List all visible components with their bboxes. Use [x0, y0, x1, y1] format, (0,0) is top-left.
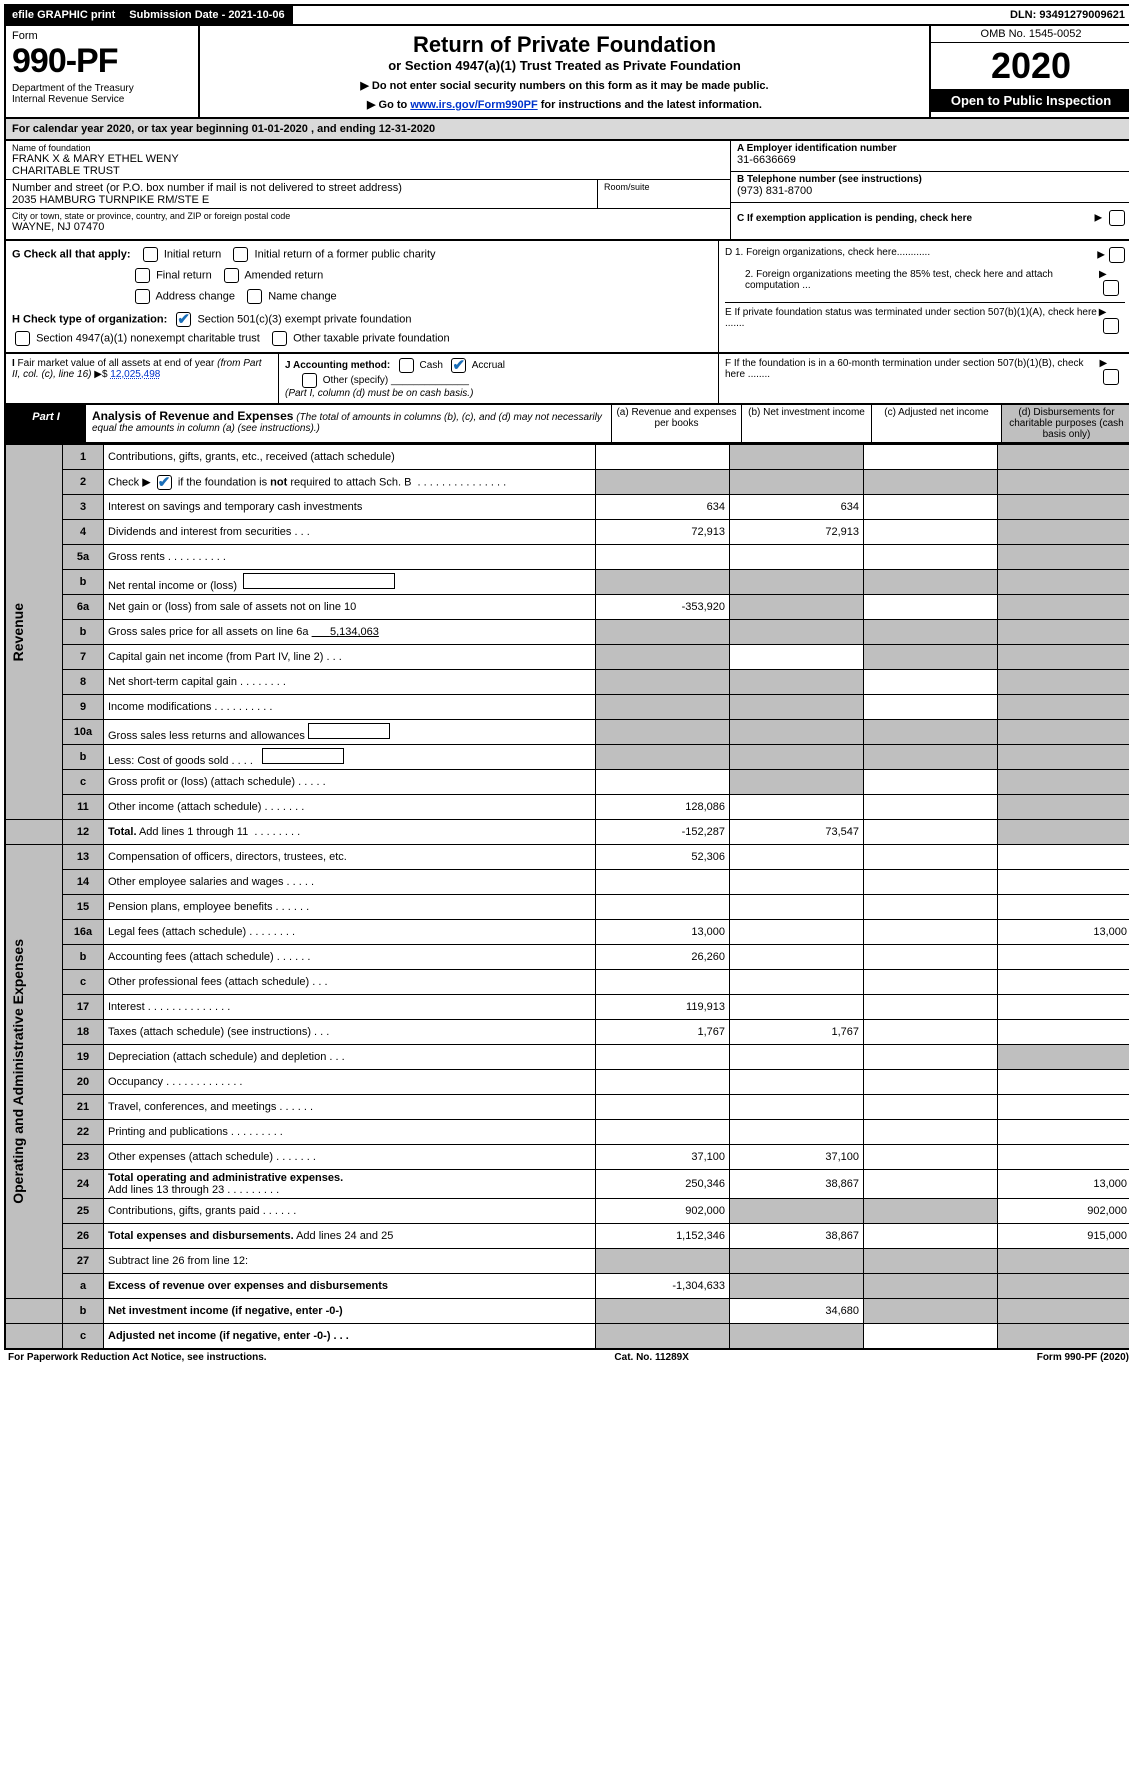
4947-checkbox[interactable] [15, 331, 30, 346]
amended-return-checkbox[interactable] [224, 268, 239, 283]
part1-header: Part I Analysis of Revenue and Expenses … [4, 405, 1129, 444]
form-subtitle: or Section 4947(a)(1) Trust Treated as P… [206, 58, 923, 73]
form-number: 990-PF [12, 42, 192, 81]
col-d-header: (d) Disbursements for charitable purpose… [1001, 405, 1129, 442]
d1-checkbox[interactable] [1109, 247, 1125, 263]
g-label: G Check all that apply: [12, 248, 131, 260]
phone-label: B Telephone number (see instructions) [737, 174, 1125, 185]
exemption-checkbox[interactable] [1109, 210, 1125, 226]
fmv-value[interactable]: 12,025,498 [110, 369, 160, 380]
form-footer: Form 990-PF (2020) [1037, 1352, 1129, 1363]
j-label: J Accounting method: [285, 360, 390, 371]
part1-title: Analysis of Revenue and Expenses [92, 409, 293, 423]
city-label: City or town, state or province, country… [12, 211, 724, 221]
form-word: Form [12, 30, 192, 42]
page-footer: For Paperwork Reduction Act Notice, see … [4, 1350, 1129, 1365]
street-address: 2035 HAMBURG TURNPIKE RM/STE E [12, 194, 591, 206]
irs-link[interactable]: www.irs.gov/Form990PF [410, 99, 537, 111]
addr-label: Number and street (or P.O. box number if… [12, 182, 591, 194]
city-state-zip: WAYNE, NJ 07470 [12, 221, 724, 233]
form-title: Return of Private Foundation [206, 32, 923, 58]
revenue-side-label: Revenue [10, 603, 26, 661]
submission-date: Submission Date - 2021-10-06 [123, 6, 292, 24]
e-checkbox[interactable] [1103, 318, 1119, 334]
cat-number: Cat. No. 11289X [614, 1352, 688, 1363]
f-checkbox[interactable] [1103, 369, 1119, 385]
fmv-accounting: I Fair market value of all assets at end… [4, 354, 1129, 405]
filing-checks: G Check all that apply: Initial return I… [4, 241, 1129, 354]
h-label: H Check type of organization: [12, 313, 167, 325]
name-change-checkbox[interactable] [247, 289, 262, 304]
exemption-pending-label: C If exemption application is pending, c… [737, 213, 972, 224]
initial-return-checkbox[interactable] [143, 247, 158, 262]
open-to-public: Open to Public Inspection [931, 89, 1129, 112]
d2-label: 2. Foreign organizations meeting the 85%… [725, 269, 1099, 291]
address-change-checkbox[interactable] [135, 289, 150, 304]
entity-info: Name of foundation FRANK X & MARY ETHEL … [4, 141, 1129, 241]
part1-label: Part I [6, 405, 86, 442]
e-label: E If private foundation status was termi… [725, 307, 1099, 329]
room-suite-label: Room/suite [598, 180, 730, 208]
col-c-header: (c) Adjusted net income [871, 405, 1001, 442]
foundation-name: FRANK X & MARY ETHEL WENY CHARITABLE TRU… [12, 153, 724, 177]
dln: DLN: 93491279009621 [1004, 6, 1129, 24]
calendar-year-line: For calendar year 2020, or tax year begi… [4, 119, 1129, 141]
ein-label: A Employer identification number [737, 143, 1125, 154]
expenses-side-label: Operating and Administrative Expenses [10, 939, 26, 1204]
goto-line: ▶ Go to www.irs.gov/Form990PF for instru… [206, 98, 923, 111]
form-header: Form 990-PF Department of the Treasury I… [4, 26, 1129, 119]
name-label: Name of foundation [12, 143, 724, 153]
d1-label: D 1. Foreign organizations, check here..… [725, 247, 930, 258]
cash-checkbox[interactable] [399, 358, 414, 373]
d2-checkbox[interactable] [1103, 280, 1119, 296]
501c3-checkbox[interactable] [176, 312, 191, 327]
omb-number: OMB No. 1545-0052 [931, 26, 1129, 43]
initial-former-checkbox[interactable] [233, 247, 248, 262]
part1-table: Revenue 1Contributions, gifts, grants, e… [4, 444, 1129, 1350]
top-bar: efile GRAPHIC print Submission Date - 20… [4, 4, 1129, 26]
phone-value: (973) 831-8700 [737, 185, 1125, 197]
efile-label: efile GRAPHIC print [6, 6, 123, 24]
accrual-checkbox[interactable] [451, 358, 466, 373]
tax-year: 2020 [931, 43, 1129, 89]
schb-checkbox[interactable] [157, 475, 172, 490]
paperwork-notice: For Paperwork Reduction Act Notice, see … [8, 1352, 267, 1363]
dept-treasury: Department of the Treasury Internal Reve… [12, 83, 192, 105]
col-a-header: (a) Revenue and expenses per books [611, 405, 741, 442]
final-return-checkbox[interactable] [135, 268, 150, 283]
f-label: F If the foundation is in a 60-month ter… [725, 358, 1099, 380]
other-method-checkbox[interactable] [302, 373, 317, 388]
cash-basis-note: (Part I, column (d) must be on cash basi… [285, 388, 473, 399]
col-b-header: (b) Net investment income [741, 405, 871, 442]
ssn-warning: ▶ Do not enter social security numbers o… [206, 79, 923, 92]
ein-value: 31-6636669 [737, 154, 1125, 166]
other-taxable-checkbox[interactable] [272, 331, 287, 346]
